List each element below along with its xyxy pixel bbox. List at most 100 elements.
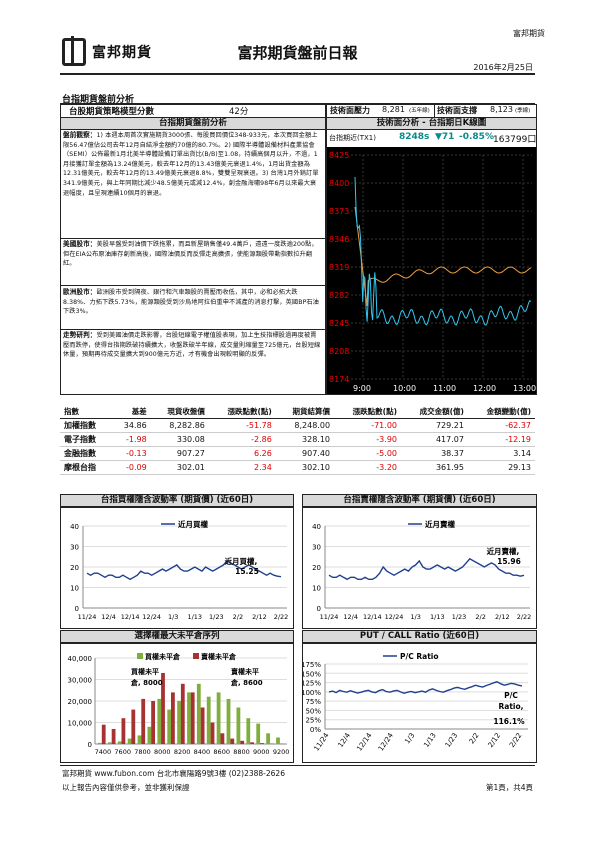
- cell-basis: -1.98: [111, 432, 151, 447]
- x-tick-label: 11/24: [78, 613, 97, 621]
- legend-label: 近月賣權: [425, 519, 455, 529]
- x-tick-label: 7600: [114, 748, 131, 756]
- call-oi-bar: [196, 683, 201, 744]
- x-tick-label: 1/13: [187, 613, 202, 621]
- cell-fut: 8,248.00: [275, 418, 335, 433]
- kline-price: 8248s: [399, 132, 430, 142]
- kline-average-line: [354, 206, 532, 307]
- cell-spot: 907.27: [150, 446, 209, 461]
- cell-amt-chg: 3.14: [467, 446, 535, 461]
- series-line: [86, 560, 282, 581]
- strategy-score: 42分: [229, 107, 249, 117]
- cell-basis: -0.09: [111, 460, 151, 475]
- col-header: 金額變動(億): [467, 404, 535, 419]
- put-oi-bar: [200, 707, 205, 744]
- x-tick-label: 2/12: [495, 613, 510, 621]
- put-oi-bar: [210, 722, 215, 744]
- buy-iv-title: 台指買權隱含波動率 (期貨價) (近60日): [60, 494, 294, 507]
- x-tick-label: 11:00: [433, 384, 456, 393]
- x-tick-label: 8200: [174, 748, 191, 756]
- cell-amt: 729.21: [401, 418, 468, 433]
- paragraph-head: 走勢研判：: [63, 331, 97, 339]
- sell-iv-chart: 40 30 20 10 0 11/24 12/4 12/14 12/24 1/3 1/13 1/23 2…: [302, 507, 537, 629]
- pc-chart: 175% 150% 125% 100% 75% 50% 25% 0% 11/24 12/4 12/1…: [301, 643, 537, 763]
- y-tick-label: 8245: [329, 319, 349, 328]
- cell-spot: 302.01: [150, 460, 209, 475]
- y-tick-label: 30: [70, 544, 79, 552]
- y-tick-label: 175%: [303, 661, 321, 669]
- cell-amt: 38.37: [401, 446, 468, 461]
- legend-swatch: [137, 653, 143, 659]
- x-tick-label: 1/3: [168, 613, 178, 621]
- logo-text: 富邦期貨: [92, 45, 152, 61]
- y-tick-label: 8425: [329, 151, 349, 160]
- paragraph-body: 美股早盤受到油價下跌拖累，而且新屋銷售僅49.4萬戶，遠遠一度跌逾200點，但在…: [63, 241, 318, 268]
- cell-name: 金融指數: [60, 446, 112, 461]
- y-tick-label: 100%: [303, 689, 321, 697]
- y-tick-label: 10: [70, 585, 79, 593]
- oi-title: 選擇權最大未平倉序列: [60, 630, 294, 643]
- x-tick-label: 12/4: [343, 613, 358, 621]
- x-tick-label: 2/12: [252, 613, 267, 621]
- cell-fut: 907.40: [275, 446, 335, 461]
- call-oi-bar: [157, 698, 162, 744]
- sell-iv-title: 台指賣權隱含波動率 (期貨價) (近60日): [302, 494, 537, 507]
- put-oi-bar: [240, 740, 245, 744]
- table-row: 加權指數 34.86 8,282.86 -51.78 8,248.00 -71.…: [60, 418, 535, 433]
- put-oi-bar: [161, 673, 165, 744]
- x-tick-label: 12/14: [355, 731, 373, 753]
- pressure-label: 技術面壓力: [330, 106, 370, 115]
- section-title: 台指期貨盤前分析: [62, 95, 135, 105]
- report-date: 2016年2月25日: [473, 63, 533, 72]
- annotation-value: 116.1%: [493, 717, 525, 726]
- call-oi-bar: [127, 738, 132, 744]
- logo: 富邦期貨: [62, 36, 152, 66]
- header-rule: [60, 73, 535, 75]
- annotation: 近月買權,: [225, 556, 258, 566]
- support-note: (季線): [515, 108, 531, 114]
- x-tick-label: 2/22: [517, 613, 532, 621]
- tech-divider: [434, 105, 435, 117]
- cell-basis: 34.86: [111, 418, 151, 433]
- support-label: 技術面支撐: [437, 106, 477, 115]
- cell-amt: 417.07: [401, 432, 468, 447]
- col-header: 漲跌點數(點): [334, 404, 401, 419]
- support-value: 8,123: [490, 105, 513, 114]
- put-oi-bar: [250, 742, 254, 744]
- y-tick-label: 8400: [329, 179, 349, 188]
- call-oi-bar: [177, 701, 181, 744]
- table-row: 電子指數 -1.98 330.08 -2.86 328.10 -3.90 417…: [60, 432, 535, 447]
- col-header: 成交金額(億): [401, 404, 468, 419]
- y-tick-label: 10: [312, 585, 321, 593]
- x-tick-label: 11/24: [320, 613, 339, 621]
- col-header: 現貨收盤價: [150, 404, 209, 419]
- analysis-paragraph-2: 美國股市：美股早盤受到油價下跌拖累，而且新屋銷售僅49.4萬戶，遠遠一度跌逾20…: [63, 240, 321, 280]
- y-tick-label: 8346: [329, 235, 349, 244]
- annotation: P/C: [504, 691, 518, 700]
- divider: [61, 238, 325, 239]
- y-tick-label: 8373: [329, 207, 349, 216]
- annotation-value: 15.25: [235, 567, 259, 576]
- y-tick-label: 150%: [303, 670, 321, 678]
- table-row: 摩根台指 -0.09 302.01 2.34 302.10 -3.20 361.…: [60, 460, 535, 475]
- y-tick-label: 30,000: [68, 677, 93, 685]
- x-tick-label: 1/3: [403, 732, 416, 746]
- sell-iv-plot: 40 30 20 10 011/24 12/4 12/14 12/24 1/3 1/13 1/23 2…: [312, 519, 532, 621]
- pc-title: PUT / CALL Ratio (近60日): [302, 630, 537, 643]
- y-tick-label: 50%: [305, 707, 321, 715]
- x-tick-label: 1/23: [209, 613, 224, 621]
- x-tick-label: 13:00: [513, 384, 536, 393]
- strategy-label: 台股期貨策略模型分數: [69, 107, 155, 117]
- cell-spot-chg: -51.78: [208, 418, 276, 433]
- annotation: 賣權未平: [230, 667, 259, 676]
- col-header: 漲跌點數(點): [208, 404, 276, 419]
- cell-spot: 8,282.86: [150, 418, 209, 433]
- cell-name: 摩根台指: [60, 460, 112, 475]
- kline-volume: 163799口: [493, 135, 536, 145]
- col-header: 基差: [111, 404, 151, 419]
- y-tick-label: 40: [70, 523, 79, 531]
- buy-iv-chart: 40 30 20 10 0 11/24 12/4 12/14 12/24 1/3 1/13 1/23 2…: [60, 507, 294, 629]
- call-oi-bar: [167, 709, 172, 744]
- y-tick-label: 25%: [305, 717, 321, 725]
